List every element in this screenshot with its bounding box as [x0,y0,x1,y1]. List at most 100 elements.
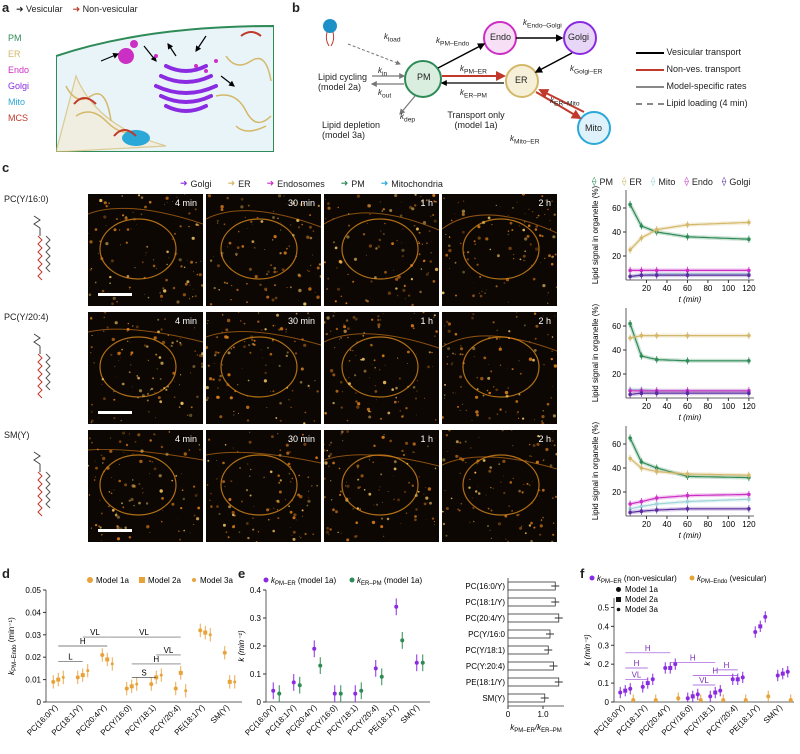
golgi-node [563,21,597,55]
significance-label: H [712,667,718,676]
data-point [86,669,90,673]
lipid-structure [33,215,51,281]
row-label: SM(Y) [4,430,30,440]
mito-label: Mito [585,123,603,133]
data-point [203,630,208,635]
y-tick-label: 40 [612,464,621,473]
arrow-icon: ➜ [227,178,236,188]
plot-legend-item: ⟠ Endo [684,176,713,187]
marker-legend-item: ➜ ER [227,178,251,189]
arrow-icon: ➜ [180,178,188,188]
x-axis-label: t (min) [679,531,702,540]
data-point [100,652,105,657]
ratio-bar [507,693,546,703]
marker-legend-item: ➜ Endosomes [266,178,325,189]
data-point [780,671,785,676]
data-point [740,675,745,680]
x-tick-label: 80 [703,284,712,293]
x-axis-label: kPM–ER/kER–PM [510,723,562,734]
micrograph: 2 h [442,430,557,542]
micrograph: 1 h [324,194,439,306]
panel-b-legend: Vesicular transport Non-ves. transport M… [636,44,748,112]
x-tick-label: 20 [642,284,651,293]
ratio-bar [507,661,554,671]
legend-label: Model 3a [625,605,658,614]
panel-e-ratio-chart: PC(16:0/Y) PC(18:1/Y) PC(20:4/Y) PC(Y/16:0 P… [465,578,564,734]
y-tick-label: 0.05 [25,586,41,595]
data-point [198,628,203,633]
significance-label: VL [632,670,642,679]
y-tick-label: 0.4 [598,622,610,631]
data-point [788,698,793,703]
data-point [400,638,405,643]
x-tick-label: 60 [683,402,692,411]
series-band [628,437,749,480]
y-tick-label: 40 [612,228,621,237]
series-line [629,335,749,339]
data-point [271,688,276,693]
data-point [640,684,645,689]
plot-legend-item: ⟠ PM [592,176,613,187]
organelle-key-item: PM [8,33,22,43]
legend-model-specific: Model-specific rates [636,78,748,95]
kin-label: kin [378,66,388,78]
organelle-key-item: Endo [8,65,30,75]
panel-c-marker-legend: ➜ Golgi ➜ ER ➜ Endosomes ➜ PM ➜ Mitochondria [180,178,443,189]
legend-marker [349,577,355,583]
significance-label: H [724,661,730,670]
micrograph: 1 h [324,312,439,424]
panel-f-label: f [580,566,585,581]
marker-legend-item: ➜ Golgi [180,178,212,189]
ratio-bar [507,677,560,687]
x-tick-label: 0 [506,710,511,719]
y-axis-label: Lipid signal in organelle (%) [591,422,600,521]
data-point [394,604,399,609]
mito-node [577,111,611,145]
y-tick-label: 0.2 [250,642,262,651]
category-label: PC(Y/16:0 [468,630,505,639]
y-axis-label: k (min⁻¹) [583,634,592,666]
time-label: 1 h [420,198,433,208]
vesicular-legend: ➜ Vesicular [16,4,63,14]
data-point [105,657,110,662]
y-tick-label: 0 [605,698,610,707]
series-line [630,274,749,277]
kmitoer-label: kMito–ER [510,134,540,146]
time-label: 2 h [538,198,551,208]
organelle-key-item: Mito [8,97,26,107]
category-label: SM(Y) [762,703,785,726]
legend-label: kPM–ER (non-vesicular) [597,574,677,585]
legend-label: Model 2a [148,576,181,585]
x-tick-label: 20 [642,402,651,411]
significance-label: VL [699,676,709,685]
data-point [353,691,358,696]
lipid-structure [33,451,51,517]
x-tick-label: 120 [742,402,756,411]
significance-label: H [634,659,640,668]
scale-bar [98,293,132,296]
category-label: SM(Y) [399,703,422,726]
data-point [753,630,758,635]
significance-label: VL [139,628,149,637]
lipid-depletion-label: Lipid depletion (model 3a) [322,120,381,140]
data-point [233,680,237,684]
data-point [775,673,780,678]
y-tick-label: 40 [612,346,621,355]
legend-marker [689,575,695,581]
ratio-bar [507,597,556,607]
pm-node [404,60,442,98]
category-label: PC(16:0/Y) [465,582,505,591]
marker-legend-item: ➜ PM [340,178,365,189]
micrograph: 30 min [206,194,321,306]
data-point [668,665,673,670]
data-point [222,650,227,655]
data-point [373,666,378,671]
ratio-bar [507,613,560,623]
series-line [629,323,749,362]
time-label: 30 min [287,434,315,444]
micrograph: 2 h [442,194,557,306]
significance-label: H [690,653,696,662]
time-label: 1 h [420,316,433,326]
y-tick-label: 0.1 [250,670,262,679]
time-label: 30 min [287,198,315,208]
